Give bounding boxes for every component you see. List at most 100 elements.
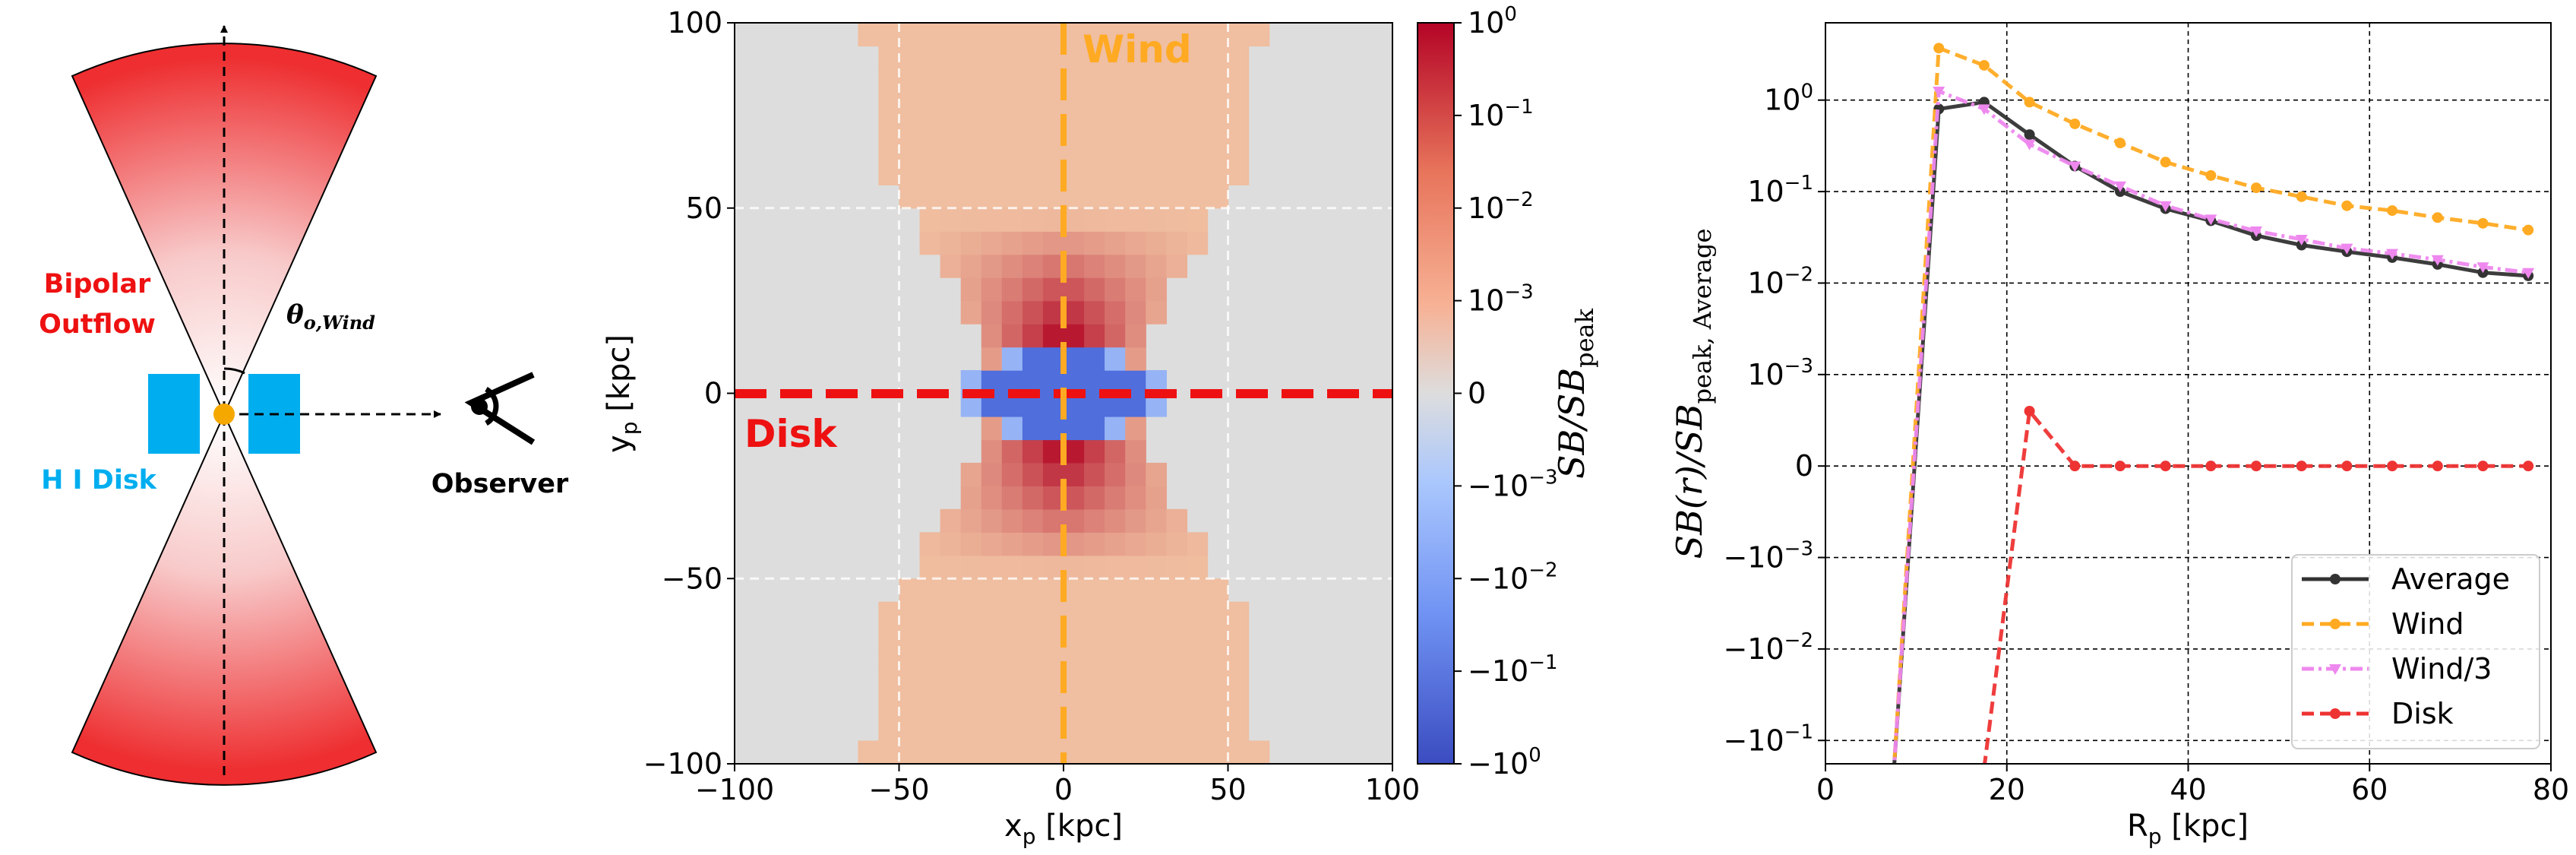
map-pixel	[1001, 254, 1023, 278]
map-pixel	[1187, 185, 1209, 209]
data-point-disk	[2523, 461, 2534, 472]
wind-label: Wind	[1083, 27, 1192, 71]
map-pixel	[1064, 207, 1085, 232]
map-pixel	[1228, 68, 1250, 93]
map-pixel	[1064, 92, 1085, 116]
map-pixel	[960, 694, 982, 718]
map-pixel	[1022, 115, 1044, 139]
map-pixel	[960, 648, 982, 672]
map-pixel	[1084, 68, 1105, 93]
map-pixel	[960, 161, 982, 185]
map-pixel	[981, 46, 1003, 70]
map-pixel	[1042, 416, 1064, 441]
map-pixel	[1084, 46, 1105, 70]
map-pixel	[899, 185, 921, 209]
map-pixel	[899, 671, 921, 695]
map-pixel	[960, 46, 982, 70]
data-point-wind	[2069, 118, 2081, 129]
map-pixel	[1022, 92, 1044, 116]
map-pixel	[1146, 277, 1167, 302]
map-pixel	[940, 138, 962, 163]
map-pixel	[960, 717, 982, 742]
map-pixel	[960, 625, 982, 649]
map-pixel	[1146, 207, 1167, 232]
map-pixel	[1105, 46, 1126, 70]
map-pixel	[1166, 508, 1187, 533]
map-pixel	[919, 185, 941, 209]
plot-x-axis: 0 20 40 60 80	[1816, 764, 2569, 806]
map-pixel	[1166, 671, 1187, 695]
map-pixel	[1207, 740, 1229, 765]
map-pixel	[960, 207, 982, 232]
map-pixel	[940, 161, 962, 185]
data-point-wind	[2523, 224, 2534, 236]
map-pixel	[940, 578, 962, 603]
map-pixel	[1064, 185, 1085, 209]
map-pixel	[1022, 23, 1044, 47]
map-pixel	[1042, 740, 1064, 765]
map-pixel	[940, 185, 962, 209]
map-pixel	[878, 23, 900, 47]
opening-angle-arc	[223, 367, 245, 375]
map-pixel	[1084, 115, 1105, 139]
map-pixel	[1207, 578, 1229, 603]
map-pixel	[960, 532, 982, 556]
map-pixel	[1187, 532, 1209, 556]
map-pixel	[960, 138, 982, 163]
map-pixel	[1042, 68, 1064, 93]
map-pixel	[1125, 671, 1146, 695]
hi-disk-label: H I Disk	[41, 465, 157, 496]
map-pixel	[960, 92, 982, 116]
map-pixel	[1105, 161, 1126, 185]
colorbar-tick-label: −100	[1468, 744, 1541, 781]
map-pixel	[899, 740, 921, 765]
map-pixel	[1125, 92, 1146, 116]
map-x-tick-label: 0	[1054, 773, 1073, 806]
map-pixel	[1207, 671, 1229, 695]
map-x-tick-label: −100	[695, 773, 774, 806]
map-pixel	[1042, 231, 1064, 255]
map-pixel	[919, 740, 941, 765]
map-pixel	[919, 694, 941, 718]
map-pixel	[1207, 625, 1229, 649]
data-point-disk	[2251, 461, 2262, 472]
map-pixel	[1084, 324, 1105, 348]
map-pixel	[1187, 740, 1209, 765]
colorbar-label: SB/SBpeak	[1551, 308, 1599, 479]
data-point-disk	[2477, 461, 2489, 472]
map-pixel	[1166, 68, 1187, 93]
colorbar-tick-label: 100	[1468, 3, 1517, 40]
map-pixel	[1084, 439, 1105, 464]
data-point-average	[2024, 129, 2035, 141]
data-point-wind-3	[1977, 104, 1990, 116]
map-pixel	[1022, 324, 1044, 348]
map-pixel	[878, 671, 900, 695]
outflow-label-line2: Outflow	[39, 309, 156, 340]
data-point-wind-3	[2431, 255, 2444, 266]
map-pixel	[1125, 23, 1146, 47]
series-wind-3	[1892, 87, 2535, 764]
data-point-wind	[1889, 771, 1899, 782]
map-pixel	[1022, 207, 1044, 232]
map-pixel	[899, 138, 921, 163]
plot-y-tick-label: 10−1	[1747, 172, 1813, 208]
legend-label-disk: Disk	[2391, 697, 2454, 730]
map-pixel	[1001, 555, 1023, 579]
map-pixel	[1187, 138, 1209, 163]
map-pixel	[1022, 532, 1044, 556]
map-pixel	[1064, 161, 1085, 185]
map-pixel	[1084, 416, 1105, 441]
map-pixel	[1187, 231, 1209, 255]
map-pixel	[1064, 717, 1085, 742]
data-point-wind-3	[2250, 226, 2263, 238]
map-pixel	[878, 92, 900, 116]
legend: Average Wind Wind/3 Disk	[2291, 554, 2540, 749]
map-pixel	[940, 115, 962, 139]
map-pixel	[1146, 717, 1167, 742]
map-pixel	[940, 555, 962, 579]
map-y-axis-label: yp [kpc]	[602, 334, 642, 453]
map-pixel	[1105, 300, 1126, 325]
map-pixel	[1001, 717, 1023, 742]
map-pixel	[1105, 578, 1126, 603]
map-pixel	[1125, 625, 1146, 649]
